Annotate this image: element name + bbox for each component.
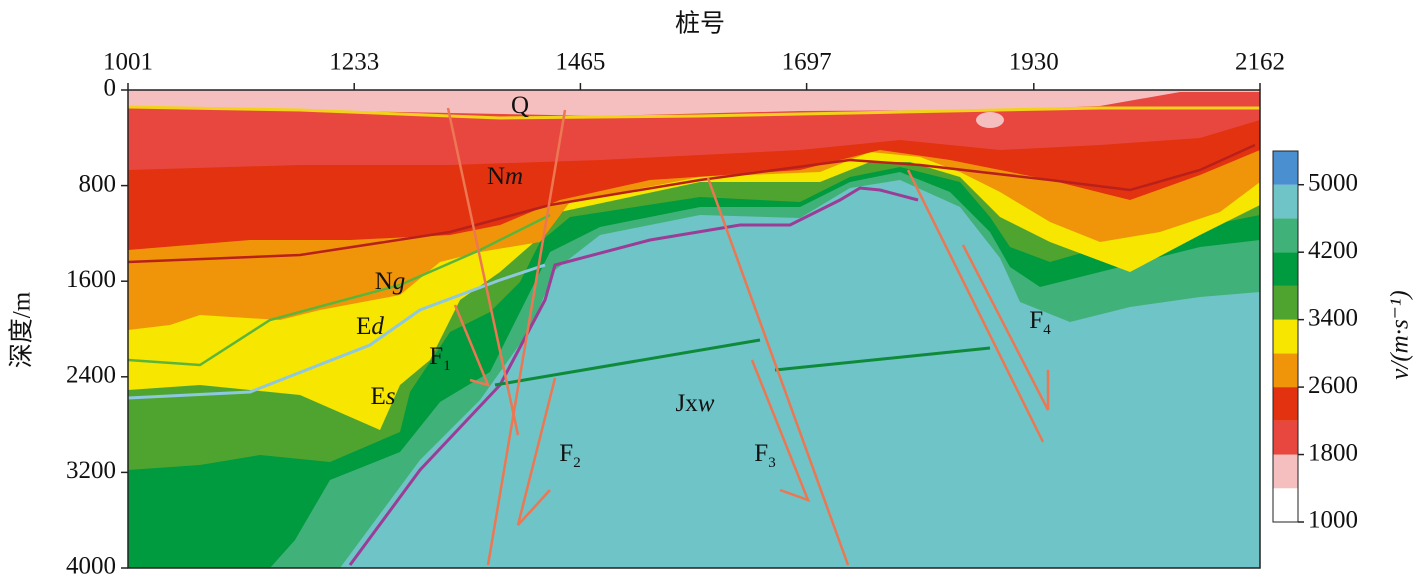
annotation-text: F xyxy=(559,440,573,467)
horizon-line xyxy=(774,346,991,372)
horizon-line xyxy=(446,107,520,436)
annotation-italic: s xyxy=(386,383,396,410)
annotation-text: F xyxy=(1029,307,1043,334)
colorbar-bin xyxy=(1273,285,1298,320)
colorbar-frame xyxy=(1272,150,1299,523)
colorbar-bin xyxy=(1273,319,1298,354)
horizon-line xyxy=(128,143,1256,264)
horizon-line xyxy=(906,169,1045,443)
annotation: F4 xyxy=(1029,307,1051,339)
annotation: F1 xyxy=(429,343,450,375)
section xyxy=(128,90,1260,568)
annotation-italic: g xyxy=(393,268,406,295)
x-tick-label: 1697 xyxy=(782,49,832,76)
annotation-sub: 3 xyxy=(768,455,776,471)
annotation: Ed xyxy=(356,313,384,340)
colorbar-tick-label: 2600 xyxy=(1308,372,1358,399)
colorbar-bin xyxy=(1273,387,1298,421)
annotation: Es xyxy=(370,383,395,410)
horizon-line xyxy=(128,213,551,367)
x-tick-label: 2162 xyxy=(1235,49,1285,76)
annotation-text: F xyxy=(754,440,768,467)
annotation-sub: 4 xyxy=(1043,322,1051,338)
annotation: Nm xyxy=(487,163,523,190)
x-tick-label: 1930 xyxy=(1009,49,1059,76)
x-tick-label: 1233 xyxy=(329,49,379,76)
annotation-text: Q xyxy=(511,92,529,119)
annotation: Ng xyxy=(375,268,406,295)
horizon-line xyxy=(486,109,567,566)
annotation-italic: m xyxy=(505,163,523,190)
colorbar-tick-label: 1800 xyxy=(1308,439,1358,466)
x-axis-title: 桩号 xyxy=(675,10,725,38)
colorbar-bin xyxy=(1273,353,1298,388)
colorbar-tick-label: 1000 xyxy=(1308,507,1358,534)
lens xyxy=(976,112,1004,128)
colorbar-tick-label: 4200 xyxy=(1308,237,1358,264)
horizon-line xyxy=(750,359,811,503)
annotation-text: E xyxy=(356,313,371,340)
colorbar-bin xyxy=(1273,454,1298,489)
horizon-line xyxy=(453,304,491,387)
y-tick-label: 1600 xyxy=(66,266,116,293)
annotation-text: N xyxy=(375,268,393,295)
annotation-sub: 1 xyxy=(443,358,451,374)
horizon-line xyxy=(516,377,557,526)
annotation: Jxw xyxy=(676,390,715,417)
y-axis-title: 深度/m xyxy=(8,291,36,368)
y-tick-label: 0 xyxy=(104,75,117,102)
y-tick-label: 4000 xyxy=(66,553,116,580)
horizon-line xyxy=(348,186,919,566)
annotation: F3 xyxy=(754,440,775,472)
horizon-line xyxy=(128,105,1260,120)
annotation-italic: w xyxy=(698,390,715,417)
colorbar-bin xyxy=(1273,218,1298,253)
colorbar-bin xyxy=(1273,252,1298,286)
y-tick-label: 800 xyxy=(79,170,117,197)
annotation-text: Jx xyxy=(676,390,699,417)
horizon-line xyxy=(494,338,761,387)
annotation-text: F xyxy=(429,343,443,370)
annotation-text: E xyxy=(370,383,385,410)
colorbar-tick-label: 5000 xyxy=(1308,169,1358,196)
annotation-sub: 2 xyxy=(573,455,581,471)
annotation-italic: d xyxy=(371,313,384,340)
horizon-line xyxy=(706,177,850,566)
y-tick-label: 3200 xyxy=(66,457,116,484)
plot-frame xyxy=(127,89,1261,569)
horizon-line xyxy=(961,244,1050,411)
colorbar-bin xyxy=(1273,151,1298,185)
y-tick-label: 2400 xyxy=(66,362,116,389)
annotation: Q xyxy=(511,92,529,119)
annotation: F2 xyxy=(559,440,580,472)
colorbar-label: v/(m·s⁻¹) xyxy=(1387,290,1414,379)
horizon-line xyxy=(128,263,546,400)
colorbar-tick-label: 3400 xyxy=(1308,304,1358,331)
x-tick-label: 1001 xyxy=(103,49,153,76)
annotation-text: N xyxy=(487,163,505,190)
colorbar-bin xyxy=(1273,488,1298,522)
colorbar-bin xyxy=(1273,420,1298,455)
colorbar-bin xyxy=(1273,184,1298,219)
x-tick-label: 1465 xyxy=(555,49,605,76)
